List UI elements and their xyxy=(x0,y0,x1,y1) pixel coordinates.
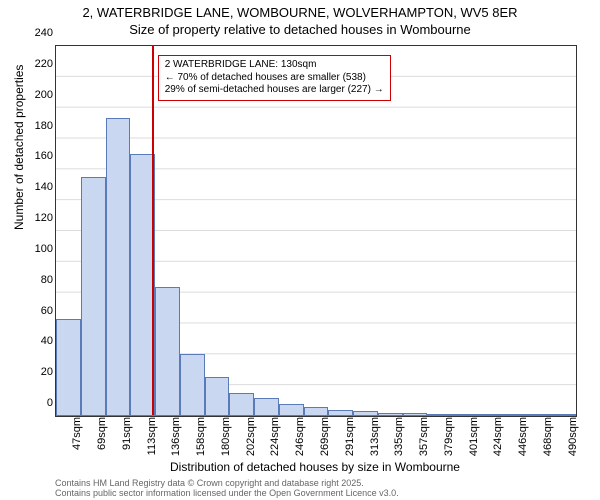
bar xyxy=(477,414,502,416)
x-tick-label: 246sqm xyxy=(294,417,306,456)
x-tick-label: 313sqm xyxy=(369,417,381,456)
y-tick-label: 120 xyxy=(35,212,53,224)
callout-line-3: 29% of semi-detached houses are larger (… xyxy=(165,84,384,97)
x-tick-label: 424sqm xyxy=(492,417,504,456)
bar xyxy=(502,414,527,416)
y-tick-label: 80 xyxy=(41,274,53,286)
y-axis: 020406080100120140160180200220240 xyxy=(30,45,55,415)
x-tick-label: 202sqm xyxy=(245,417,257,456)
bar xyxy=(205,377,230,416)
bar xyxy=(304,407,329,416)
bar xyxy=(328,410,353,416)
x-tick-label: 136sqm xyxy=(170,417,182,456)
x-tick-label: 91sqm xyxy=(121,417,133,450)
x-tick-label: 158sqm xyxy=(195,417,207,456)
y-tick-label: 180 xyxy=(35,120,53,132)
bar xyxy=(353,411,378,416)
bar xyxy=(254,398,279,417)
chart-container: 2, WATERBRIDGE LANE, WOMBOURNE, WOLVERHA… xyxy=(0,0,600,500)
bar xyxy=(106,118,131,416)
bar xyxy=(427,414,452,416)
callout-box: 2 WATERBRIDGE LANE: 130sqm ← 70% of deta… xyxy=(158,55,391,101)
marker-line xyxy=(152,45,154,415)
bars-group xyxy=(56,46,576,416)
bar xyxy=(56,319,81,416)
bar xyxy=(180,354,205,416)
callout-line-1: 2 WATERBRIDGE LANE: 130sqm xyxy=(165,59,384,72)
y-tick-label: 20 xyxy=(41,366,53,378)
x-tick-label: 180sqm xyxy=(220,417,232,456)
title-line-2: Size of property relative to detached ho… xyxy=(0,22,600,39)
y-tick-label: 220 xyxy=(35,58,53,70)
y-tick-label: 200 xyxy=(35,89,53,101)
callout-line-2: ← 70% of detached houses are smaller (53… xyxy=(165,72,384,85)
x-axis-label: Distribution of detached houses by size … xyxy=(55,460,575,474)
x-tick-label: 113sqm xyxy=(146,417,158,455)
y-tick-label: 100 xyxy=(35,243,53,255)
footer-line-1: Contains HM Land Registry data © Crown c… xyxy=(55,478,399,488)
bar xyxy=(527,414,552,416)
x-tick-label: 47sqm xyxy=(71,417,83,450)
x-tick-label: 269sqm xyxy=(319,417,331,456)
title-block: 2, WATERBRIDGE LANE, WOMBOURNE, WOLVERHA… xyxy=(0,5,600,39)
y-tick-label: 240 xyxy=(35,27,53,39)
y-tick-label: 40 xyxy=(41,335,53,347)
bar xyxy=(452,414,477,416)
y-tick-label: 0 xyxy=(47,397,53,409)
bar xyxy=(551,414,576,416)
y-tick-label: 160 xyxy=(35,150,53,162)
bar xyxy=(81,177,106,416)
y-tick-label: 140 xyxy=(35,181,53,193)
x-tick-label: 379sqm xyxy=(443,417,455,456)
x-tick-label: 69sqm xyxy=(96,417,108,450)
plot-area xyxy=(55,45,577,417)
footer-attribution: Contains HM Land Registry data © Crown c… xyxy=(55,478,399,499)
x-tick-label: 468sqm xyxy=(542,417,554,456)
bar xyxy=(229,393,254,416)
x-tick-label: 335sqm xyxy=(393,417,405,456)
y-tick-label: 60 xyxy=(41,305,53,317)
bar xyxy=(279,404,304,416)
y-axis-label: Number of detached properties xyxy=(12,65,26,230)
x-tick-label: 291sqm xyxy=(344,417,356,456)
footer-line-2: Contains public sector information licen… xyxy=(55,488,399,498)
bar xyxy=(403,413,428,416)
bar xyxy=(378,413,403,416)
x-tick-label: 357sqm xyxy=(418,417,430,456)
x-tick-label: 401sqm xyxy=(468,417,480,456)
x-tick-label: 224sqm xyxy=(269,417,281,456)
title-line-1: 2, WATERBRIDGE LANE, WOMBOURNE, WOLVERHA… xyxy=(0,5,600,22)
x-tick-label: 490sqm xyxy=(567,417,579,456)
bar xyxy=(155,287,180,417)
x-tick-label: 446sqm xyxy=(517,417,529,456)
